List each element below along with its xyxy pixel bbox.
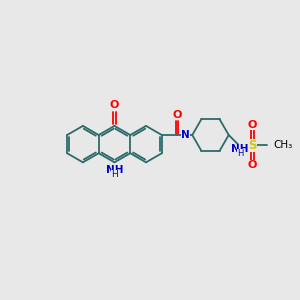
- Text: S: S: [248, 139, 257, 152]
- Text: NH: NH: [106, 165, 123, 175]
- Text: NH: NH: [231, 144, 249, 154]
- Text: O: O: [248, 120, 257, 130]
- Text: O: O: [248, 160, 257, 170]
- Text: O: O: [172, 110, 182, 119]
- Text: O: O: [110, 100, 119, 110]
- Text: CH₃: CH₃: [274, 140, 293, 150]
- Text: H: H: [111, 170, 118, 179]
- Text: N: N: [181, 130, 190, 140]
- Text: H: H: [237, 149, 243, 158]
